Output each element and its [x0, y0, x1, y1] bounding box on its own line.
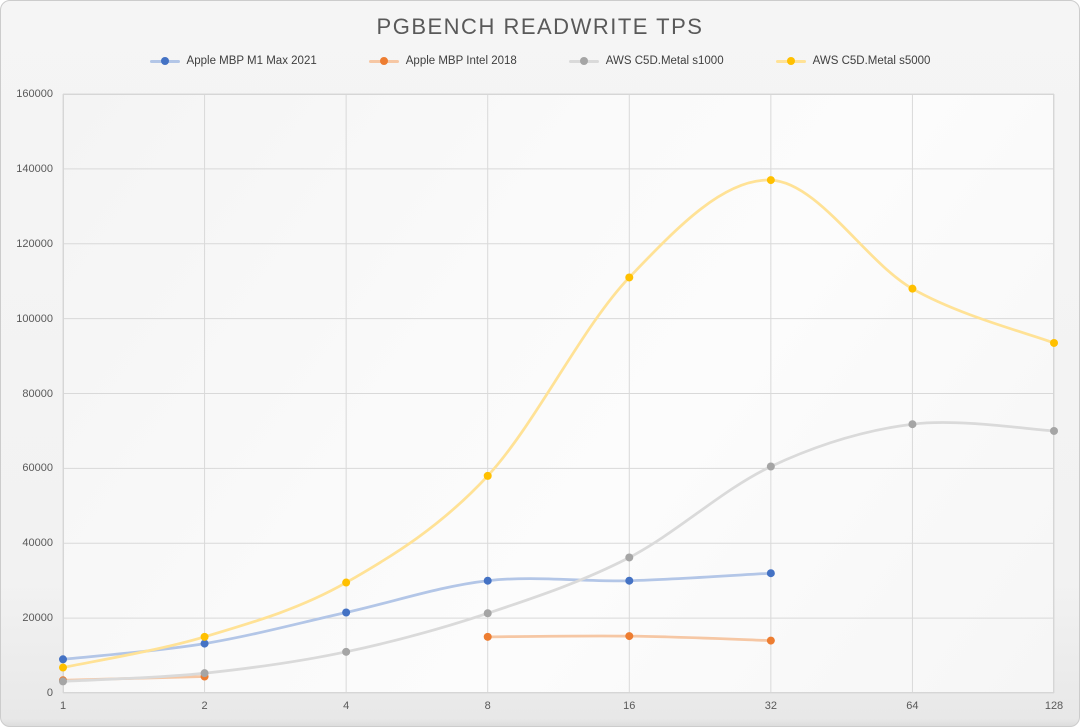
series-line-AWS C5D.Metal s1000	[61, 421, 1056, 683]
data-point-AWS C5D.Metal s1000[interactable]	[59, 677, 67, 686]
y-tick-label: 0	[46, 687, 53, 699]
series-line-Apple MBP M1 Max 2021	[61, 571, 773, 661]
data-point-Apple MBP M1 Max 2021[interactable]	[59, 655, 67, 664]
data-point-Apple MBP M1 Max 2021[interactable]	[342, 608, 351, 617]
legend-label: AWS C5D.Metal s1000	[605, 55, 724, 67]
y-tick-label: 60000	[22, 462, 53, 475]
line-marker-icon	[775, 57, 806, 65]
legend-item-aws-s5000[interactable]: AWS C5D.Metal s5000	[775, 55, 931, 67]
data-point-AWS C5D.Metal s1000[interactable]	[483, 609, 492, 618]
legend-item-apple-intel[interactable]: Apple MBP Intel 2018	[368, 55, 517, 67]
data-point-AWS C5D.Metal s5000[interactable]	[908, 284, 917, 293]
data-point-AWS C5D.Metal s1000[interactable]	[766, 462, 775, 471]
data-point-AWS C5D.Metal s1000[interactable]	[625, 553, 634, 562]
line-marker-icon	[368, 57, 399, 65]
data-point-AWS C5D.Metal s1000[interactable]	[908, 420, 917, 429]
data-point-Apple MBP M1 Max 2021[interactable]	[625, 576, 634, 585]
data-point-Apple MBP Intel 2018[interactable]	[625, 632, 634, 641]
data-point-AWS C5D.Metal s5000[interactable]	[342, 578, 351, 587]
y-axis: 0 20000 40000 60000 80000 100000 120000 140000 1…	[1, 88, 53, 699]
legend-label: Apple MBP Intel 2018	[405, 55, 517, 67]
legend-item-apple-m1-max[interactable]: Apple MBP M1 Max 2021	[149, 55, 317, 67]
x-tick-label: 64	[906, 700, 919, 712]
x-tick-label: 8	[484, 700, 491, 712]
data-point-Apple MBP M1 Max 2021[interactable]	[200, 639, 209, 648]
data-point-AWS C5D.Metal s5000[interactable]	[1050, 338, 1058, 347]
y-tick-label: 160000	[16, 88, 53, 100]
data-point-AWS C5D.Metal s5000[interactable]	[625, 273, 634, 282]
x-tick-label: 16	[623, 700, 636, 712]
legend: Apple MBP M1 Max 2021 Apple MBP Intel 20…	[1, 55, 1079, 67]
y-tick-label: 140000	[16, 162, 53, 175]
y-tick-label: 20000	[22, 612, 53, 625]
x-axis: 1 2 4 8 16 32 64 128	[59, 700, 1063, 716]
chart-title: PGBENCH READWRITE TPS	[376, 14, 704, 39]
line-marker-icon	[568, 57, 599, 65]
data-point-AWS C5D.Metal s5000[interactable]	[766, 176, 775, 185]
y-tick-label: 80000	[22, 387, 53, 400]
data-point-AWS C5D.Metal s1000[interactable]	[1050, 426, 1058, 435]
series-line-AWS C5D.Metal s5000	[61, 178, 1056, 669]
x-tick-label: 32	[764, 700, 777, 712]
x-tick-label: 1	[59, 700, 67, 712]
data-point-AWS C5D.Metal s1000[interactable]	[200, 669, 209, 678]
data-point-AWS C5D.Metal s5000[interactable]	[59, 663, 67, 672]
data-point-Apple MBP Intel 2018[interactable]	[483, 632, 492, 641]
x-tick-label: 128	[1044, 700, 1064, 712]
legend-item-aws-s1000[interactable]: AWS C5D.Metal s1000	[568, 55, 724, 67]
y-tick-label: 100000	[16, 312, 53, 325]
y-tick-label: 40000	[22, 537, 53, 550]
line-marker-icon	[149, 57, 180, 65]
y-tick-label: 120000	[16, 237, 53, 250]
data-point-Apple MBP M1 Max 2021[interactable]	[766, 569, 775, 578]
legend-label: AWS C5D.Metal s5000	[812, 55, 931, 67]
plot-border	[63, 94, 1054, 693]
data-point-AWS C5D.Metal s5000[interactable]	[200, 632, 209, 641]
data-point-AWS C5D.Metal s5000[interactable]	[483, 471, 492, 480]
data-point-Apple MBP Intel 2018[interactable]	[766, 636, 775, 645]
x-tick-label: 4	[343, 700, 350, 712]
plot-area	[59, 93, 1058, 694]
data-point-Apple MBP M1 Max 2021[interactable]	[483, 576, 492, 585]
data-point-AWS C5D.Metal s1000[interactable]	[342, 647, 351, 656]
legend-label: Apple MBP M1 Max 2021	[186, 55, 317, 67]
x-tick-label: 2	[201, 700, 208, 712]
